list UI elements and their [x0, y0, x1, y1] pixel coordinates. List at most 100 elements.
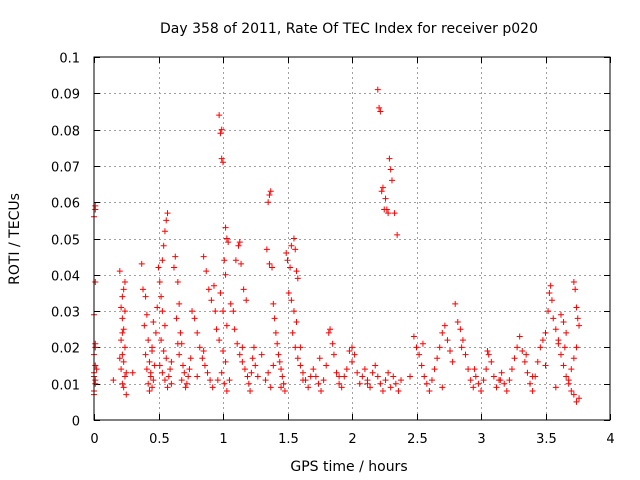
- data-point: [572, 286, 579, 293]
- data-point: [205, 286, 212, 293]
- data-point: [471, 366, 478, 373]
- data-point: [573, 344, 580, 351]
- data-point: [212, 308, 219, 315]
- data-point: [431, 366, 438, 373]
- y-tick-label: 0.03: [51, 306, 80, 321]
- data-point: [271, 315, 278, 322]
- x-tick-label: 3.5: [536, 432, 557, 447]
- data-point: [231, 326, 238, 333]
- data-point: [343, 366, 350, 373]
- data-point: [361, 366, 368, 373]
- data-point: [221, 257, 228, 264]
- data-point: [483, 366, 490, 373]
- data-point: [220, 308, 226, 315]
- data-point: [185, 373, 192, 380]
- data-point: [263, 246, 270, 253]
- data-point: [118, 304, 125, 311]
- data-point: [452, 300, 459, 307]
- data-point: [568, 387, 575, 394]
- data-point: [194, 329, 201, 336]
- data-point: [374, 373, 381, 380]
- data-point: [480, 377, 487, 384]
- data-point: [327, 326, 334, 333]
- data-point: [218, 155, 225, 162]
- data-point: [119, 329, 126, 336]
- data-point: [203, 268, 210, 275]
- data-point: [245, 380, 252, 387]
- data-point: [421, 373, 428, 380]
- data-point: [174, 340, 181, 347]
- data-point: [177, 329, 184, 336]
- data-point: [351, 351, 358, 358]
- data-point: [220, 159, 226, 166]
- data-point: [168, 358, 175, 365]
- data-point: [349, 358, 355, 365]
- data-point: [217, 289, 224, 296]
- data-point: [542, 362, 549, 369]
- data-point: [485, 351, 492, 358]
- data-point: [441, 322, 448, 329]
- data-point: [118, 337, 125, 344]
- data-point: [537, 344, 544, 351]
- data-point: [204, 369, 211, 376]
- data-point: [172, 253, 179, 260]
- data-point: [119, 293, 126, 300]
- data-point: [154, 304, 161, 311]
- data-point: [176, 351, 183, 358]
- data-point: [573, 304, 580, 311]
- data-point: [293, 268, 300, 275]
- data-point: [266, 260, 273, 267]
- data-point: [410, 333, 417, 340]
- data-point: [550, 315, 557, 322]
- data-point: [330, 351, 337, 358]
- data-point: [150, 318, 157, 325]
- data-point: [341, 373, 348, 380]
- data-point: [173, 315, 180, 322]
- data-point: [152, 329, 159, 336]
- data-point: [281, 387, 288, 394]
- data-point: [398, 377, 405, 384]
- data-point: [423, 380, 430, 387]
- data-point: [92, 362, 99, 369]
- data-point: [155, 264, 162, 271]
- data-point: [146, 387, 153, 394]
- data-point: [529, 387, 536, 394]
- data-point: [407, 373, 414, 380]
- data-point: [168, 380, 175, 387]
- data-point: [116, 268, 123, 275]
- data-point: [561, 344, 568, 351]
- data-point: [284, 257, 291, 264]
- data-point: [288, 242, 295, 249]
- data-point: [458, 344, 465, 351]
- data-point: [119, 351, 126, 358]
- data-point: [223, 235, 230, 242]
- data-point: [214, 377, 221, 384]
- data-point: [140, 286, 147, 293]
- data-point: [178, 377, 185, 384]
- data-point: [333, 369, 340, 376]
- data-point: [149, 344, 156, 351]
- y-tick-label: 0.07: [51, 161, 80, 176]
- chart-title: Day 358 of 2011, Rate Of TEC Index for r…: [160, 21, 538, 37]
- data-point: [542, 329, 549, 336]
- grid-lines: [94, 57, 610, 420]
- x-axis-title: GPS time / hours: [290, 459, 407, 475]
- data-point: [222, 358, 229, 365]
- data-point: [163, 217, 170, 224]
- data-point: [388, 177, 395, 184]
- data-point: [323, 362, 330, 369]
- data-point: [346, 348, 353, 355]
- data-point: [194, 373, 201, 380]
- data-point: [238, 260, 245, 267]
- data-point: [269, 264, 276, 271]
- data-point: [222, 224, 229, 231]
- data-point: [497, 377, 504, 384]
- data-point: [369, 369, 376, 376]
- data-point: [377, 108, 384, 115]
- data-point: [416, 351, 423, 358]
- data-point: [118, 366, 125, 373]
- data-point: [315, 380, 322, 387]
- data-point: [120, 286, 127, 293]
- data-point: [555, 340, 562, 347]
